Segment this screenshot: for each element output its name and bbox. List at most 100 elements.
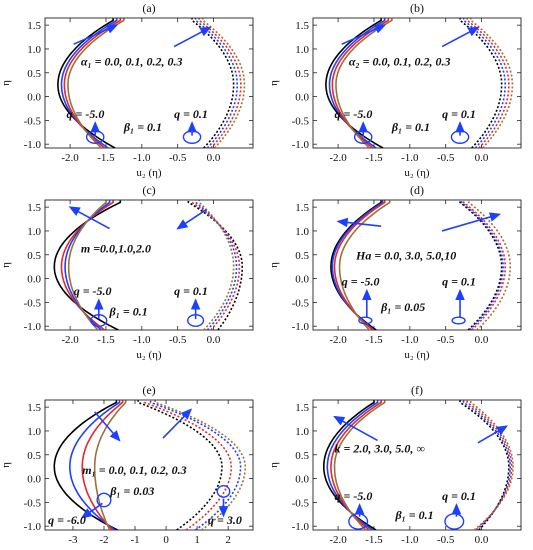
annotation: Ha = 0.0, 3.0, 5.0,10 xyxy=(355,249,456,263)
annotation: β₁ = 0.1 xyxy=(123,120,162,134)
curve-dotted xyxy=(462,18,507,148)
curves xyxy=(322,400,514,530)
curve-solid xyxy=(330,400,382,530)
curve-dotted xyxy=(191,18,235,148)
x-tick-label: 1 xyxy=(194,534,200,546)
x-tick-label: -1.0 xyxy=(133,152,151,164)
curve-dotted xyxy=(194,18,238,148)
curves xyxy=(53,200,243,330)
x-axis-label: u₂ (η) xyxy=(136,167,162,179)
annotation: β₁ = 0.03 xyxy=(109,484,154,498)
y-tick-label: 1.0 xyxy=(295,226,309,238)
x-axis-label: u₂ (η) xyxy=(136,349,162,361)
panel-title: (e) xyxy=(142,383,155,397)
x-tick-label: 0 xyxy=(163,534,169,546)
plot-frame xyxy=(44,399,254,531)
x-tick-label: 2 xyxy=(225,534,231,546)
panel-title: (a) xyxy=(142,1,155,15)
x-tick-label: -0.5 xyxy=(169,334,187,346)
y-tick-label: 0.5 xyxy=(27,450,41,462)
x-axis-label: u₂ (η) xyxy=(404,167,430,179)
annotation: β₁ = 0.1 xyxy=(391,120,430,134)
curve-solid xyxy=(338,200,391,330)
x-tick-label: -2.0 xyxy=(329,534,347,546)
y-tick-label: 1.0 xyxy=(27,426,41,438)
trend-arrow xyxy=(441,26,480,48)
x-tick-label: -1.5 xyxy=(365,152,383,164)
curve-solid xyxy=(63,18,122,148)
y-tick-label: 1.5 xyxy=(27,402,41,414)
plot-frame xyxy=(312,17,522,149)
curve-dotted xyxy=(198,18,242,148)
annotation: k = 2.0, 3.0, 5.0, ∞ xyxy=(335,441,425,455)
x-tick-label: -1.0 xyxy=(401,534,419,546)
curve-dotted xyxy=(459,18,503,148)
y-tick-label: 0.0 xyxy=(295,92,309,104)
x-tick-label: -3 xyxy=(68,534,78,546)
annotation: q = 0.1 xyxy=(442,489,476,503)
annotation: q = -5.0 xyxy=(335,489,373,503)
curve-solid xyxy=(93,400,127,530)
y-tick-label: -0.5 xyxy=(24,497,42,509)
y-tick-label: -0.5 xyxy=(292,497,310,509)
y-tick-label: -1.0 xyxy=(292,139,310,151)
annotation: α₁ = 0.0, 0.1, 0.2, 0.3 xyxy=(81,55,183,69)
curve-dotted xyxy=(187,200,243,330)
y-tick-label: 0.0 xyxy=(295,474,309,486)
trend-arrow xyxy=(333,415,378,442)
curve-dotted xyxy=(202,18,246,148)
plot-frame xyxy=(312,199,522,331)
annotation: α₂ = 0.0, 0.1, 0.2, 0.3 xyxy=(349,55,451,69)
y-tick-label: 0.5 xyxy=(295,68,309,80)
trend-arrow xyxy=(80,502,103,519)
plot-frame xyxy=(312,399,522,531)
curve-dotted xyxy=(466,400,513,530)
x-tick-label: 0.0 xyxy=(207,152,221,164)
trend-arrow xyxy=(162,408,193,439)
y-tick-label: 0.0 xyxy=(27,274,41,286)
curve-dotted xyxy=(191,200,241,330)
x-tick-label: -1.0 xyxy=(133,334,151,346)
y-tick-label: 0.5 xyxy=(27,68,41,80)
y-tick-label: 0.5 xyxy=(27,250,41,262)
y-tick-label: -0.5 xyxy=(24,115,42,127)
curve-dotted xyxy=(143,400,233,530)
y-tick-label: -0.5 xyxy=(24,297,42,309)
trend-arrow xyxy=(73,24,119,45)
curve-solid xyxy=(67,200,107,330)
trend-arrow xyxy=(68,206,110,230)
curve-solid xyxy=(67,18,125,148)
x-tick-label: -1.5 xyxy=(365,334,383,346)
annotation: β₁ = 0.1 xyxy=(394,508,433,522)
x-tick-label: 0.0 xyxy=(207,334,221,346)
y-tick-label: -1.0 xyxy=(24,139,42,151)
highlight-circle xyxy=(451,316,466,325)
trend-arrow xyxy=(477,425,509,444)
trend-arrow xyxy=(176,208,207,230)
y-tick-label: -0.5 xyxy=(292,115,310,127)
curve-dotted xyxy=(194,200,238,330)
y-tick-label: 1.5 xyxy=(27,202,41,214)
y-tick-label: 0.5 xyxy=(295,250,309,262)
x-tick-label: -0.5 xyxy=(169,152,187,164)
trend-arrow xyxy=(336,217,382,228)
curve-dotted xyxy=(459,400,510,530)
y-axis-label: η xyxy=(0,462,12,468)
annotation: m₁ = 0.0, 0.1, 0.2, 0.3 xyxy=(82,463,186,477)
annotation: q = -5.0 xyxy=(342,275,380,289)
y-tick-label: -1.0 xyxy=(24,521,42,533)
panel: (b) -2.0 -1.5 -1.0 -0.5 0.0 -1.0 -0.5 0.0 0.5 1.0 1… xyxy=(268,1,522,179)
y-tick-label: 1.5 xyxy=(295,20,309,32)
x-tick-label: 0.0 xyxy=(475,152,489,164)
curve-dotted xyxy=(459,200,503,330)
panel: (d) -2.0 -1.5 -1.0 -0.5 0.0 -1.0 -0.5 0.0 0.5 1.0 1… xyxy=(268,183,522,361)
y-tick-label: 1.0 xyxy=(295,44,309,56)
trend-arrow xyxy=(173,26,212,48)
curve-dotted xyxy=(137,400,223,530)
annotation: q = 0.1 xyxy=(174,284,208,298)
panel-title: (d) xyxy=(410,183,424,197)
curve-dotted xyxy=(469,400,514,530)
annotation: β₁ = 0.1 xyxy=(109,305,148,319)
